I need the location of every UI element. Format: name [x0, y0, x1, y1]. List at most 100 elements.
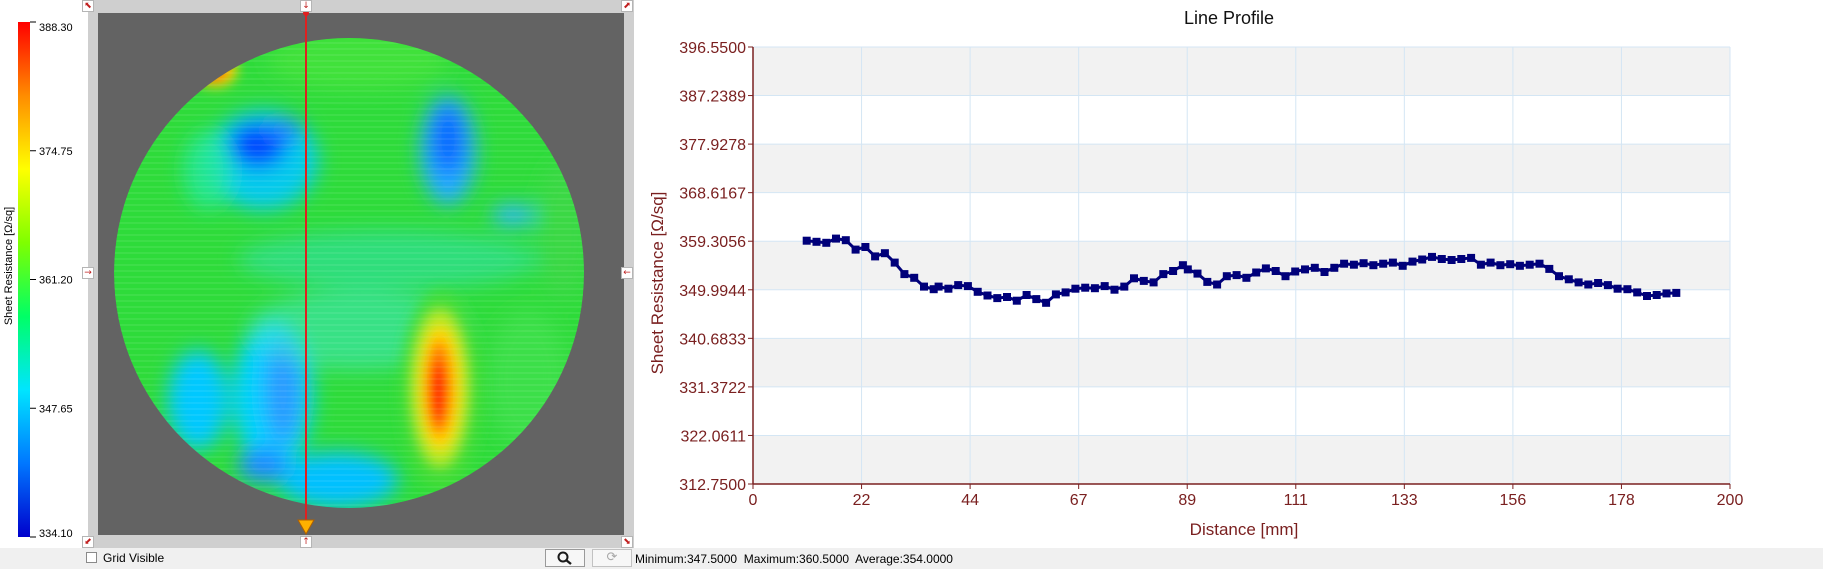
data-point	[1486, 258, 1495, 267]
x-tick-label: 111	[1284, 492, 1308, 509]
data-point	[1203, 277, 1212, 286]
data-point	[1149, 278, 1158, 287]
data-point	[910, 273, 919, 282]
x-tick-label: 133	[1391, 492, 1418, 509]
data-point	[1379, 259, 1388, 268]
colorbar-panel: 388.30 374.75 361.20 347.65 334.10 Sheet Res…	[0, 0, 88, 548]
y-axis-title: Sheet Resistance [Ω/sq]	[648, 192, 667, 375]
plot-band	[753, 144, 1730, 193]
data-point	[802, 236, 811, 245]
y-tick-label: 396.5500	[679, 40, 746, 57]
data-point	[1496, 261, 1505, 270]
plot-band	[753, 95, 1730, 145]
corner-arrow-icon[interactable]: ⬉	[82, 0, 94, 12]
data-point	[1051, 290, 1060, 299]
refresh-button[interactable]: ⟳	[592, 549, 632, 567]
data-point	[841, 236, 850, 245]
series-profile	[802, 234, 1681, 307]
data-point	[1623, 285, 1632, 294]
data-point	[1183, 265, 1192, 274]
data-point	[1662, 289, 1671, 298]
data-point	[1564, 275, 1573, 284]
data-point	[1584, 280, 1593, 289]
data-point	[1349, 260, 1358, 269]
data-point	[1418, 255, 1427, 264]
data-point	[1476, 260, 1485, 269]
status-bar: Grid Visible ⟳ Minimum:347.5000 Maximum:…	[0, 548, 1823, 569]
statistics-text: Minimum:347.5000 Maximum:360.5000 Averag…	[635, 552, 953, 566]
wafer-map[interactable]	[88, 0, 634, 548]
data-point	[1281, 272, 1290, 281]
wafer-disc	[114, 38, 584, 508]
data-point	[983, 291, 992, 300]
data-point	[1447, 256, 1456, 264]
data-point	[1159, 270, 1168, 279]
plot-axes	[752, 47, 1730, 485]
plot-band	[753, 386, 1730, 436]
y-tick-label: 368.6167	[679, 186, 746, 203]
data-point	[954, 281, 963, 290]
data-point	[1388, 258, 1397, 267]
wafer-map-frame[interactable]: ⬉ ⬈ ⬋ ⬊ → ← ↓ ↑	[82, 0, 634, 548]
data-point	[1369, 261, 1378, 270]
data-point	[1545, 264, 1554, 273]
data-point	[1252, 268, 1261, 277]
zoom-button[interactable]	[545, 549, 585, 567]
data-point	[1428, 252, 1436, 261]
x-tick-labels: 0 22 44 67 89 111 133 156 178 200	[749, 484, 1744, 509]
colorbar: 388.30 374.75 361.20 347.65 334.10	[18, 21, 73, 540]
data-point	[1169, 267, 1178, 275]
data-point	[1100, 282, 1109, 291]
data-point	[1012, 296, 1021, 305]
x-tick-label: 67	[1070, 492, 1088, 509]
data-point	[1398, 261, 1407, 270]
data-point	[1213, 280, 1222, 289]
arrow-up-icon[interactable]: ↑	[300, 536, 312, 548]
data-point	[822, 238, 831, 247]
data-point	[900, 270, 909, 279]
data-point	[1178, 261, 1187, 270]
y-tick-label: 312.7500	[679, 477, 746, 494]
arrow-left-icon[interactable]: ←	[621, 267, 633, 279]
grid-visible-label: Grid Visible	[103, 551, 165, 565]
grid-visible-checkbox[interactable]	[86, 552, 97, 563]
corner-arrow-icon[interactable]: ⬊	[621, 536, 633, 548]
data-point	[1603, 281, 1612, 290]
arrow-down-icon[interactable]: ↓	[300, 0, 312, 12]
data-point	[1271, 267, 1280, 275]
plot-band	[753, 435, 1730, 484]
arrow-right-icon[interactable]: →	[82, 267, 94, 279]
data-point	[1081, 283, 1090, 292]
data-point	[1340, 259, 1349, 268]
x-tick-label: 22	[853, 492, 871, 509]
magnifier-icon	[557, 551, 572, 565]
data-point	[1042, 298, 1051, 307]
data-point	[1320, 268, 1329, 276]
data-point	[1594, 279, 1603, 287]
data-point	[1061, 288, 1070, 297]
plot-band	[753, 338, 1730, 387]
plot-band	[753, 47, 1730, 96]
data-point	[1525, 260, 1534, 269]
data-point	[1652, 291, 1661, 299]
data-point	[1457, 255, 1466, 263]
data-point	[1613, 284, 1622, 293]
data-point	[1574, 278, 1583, 287]
colorbar-title: Sheet Resistance [Ω/sq]	[3, 206, 15, 326]
data-point	[1555, 272, 1563, 281]
corner-arrow-icon[interactable]: ⬋	[82, 536, 94, 548]
data-point	[851, 245, 860, 254]
data-point	[1672, 288, 1681, 297]
y-tick-label: 387.2389	[679, 89, 746, 106]
data-point	[1139, 276, 1148, 285]
x-tick-label: 200	[1717, 492, 1744, 509]
x-axis-title: Distance [mm]	[1190, 520, 1299, 539]
scan-handle-bottom[interactable]	[297, 519, 315, 536]
y-tick-label: 377.9278	[679, 137, 746, 154]
data-point	[993, 294, 1002, 303]
corner-arrow-icon[interactable]: ⬈	[621, 0, 633, 12]
data-point	[861, 243, 870, 251]
data-point	[1003, 293, 1011, 301]
data-point	[1535, 259, 1544, 268]
data-point	[1506, 260, 1515, 269]
